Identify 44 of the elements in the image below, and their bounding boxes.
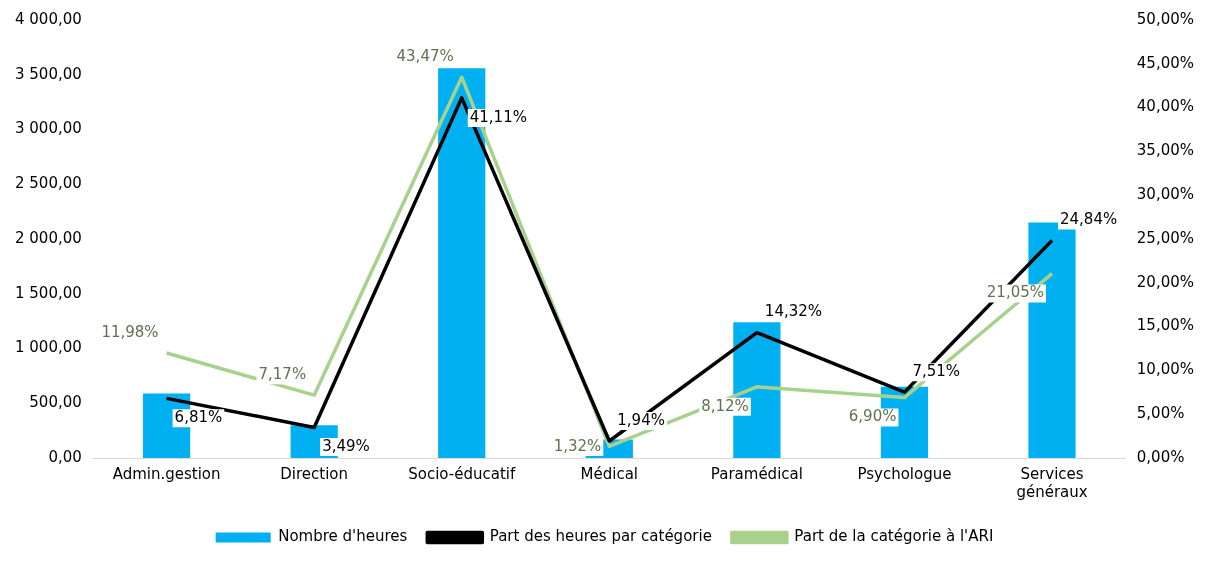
y-tick-label: 3 000,00	[15, 119, 82, 138]
data-label: 1,94%	[617, 410, 665, 429]
y2-tick-label: 0,00%	[1136, 447, 1185, 466]
data-label: 7,51%	[912, 362, 961, 381]
data-label: 43,47%	[396, 47, 454, 66]
data-label: 24,84%	[1060, 210, 1118, 229]
data-label: 21,05%	[986, 283, 1045, 302]
y-tick-label: 500,00	[29, 393, 82, 412]
y2-tick-label: 50,00%	[1136, 9, 1195, 28]
y-tick-label: 4 000,00	[15, 9, 82, 28]
y2-tick-label: 10,00%	[1136, 360, 1195, 379]
y-tick-label: 1 500,00	[15, 283, 82, 302]
x-tick-label: Paramédical	[710, 464, 803, 483]
data-label: 14,32%	[764, 302, 823, 321]
y2-tick-label: 5,00%	[1136, 404, 1185, 423]
y-tick-label: 2 500,00	[15, 174, 82, 193]
legend-label: Part des heures par catégorie	[489, 527, 712, 546]
legend-label: Nombre d'heures	[278, 527, 408, 546]
data-label: 11,98%	[101, 322, 159, 341]
x-tick-label: Psychologue	[857, 464, 952, 483]
data-label: 6,90%	[848, 407, 897, 426]
x-tick-label: Socio-éducatif	[408, 464, 516, 483]
y2-tick-label: 15,00%	[1136, 316, 1195, 335]
y-tick-label: 2 000,00	[15, 228, 82, 247]
data-label: 7,17%	[258, 365, 307, 384]
y2-tick-label: 20,00%	[1136, 272, 1195, 291]
y2-tick-label: 45,00%	[1136, 53, 1195, 72]
x-tick-label: Médical	[580, 464, 639, 483]
x-tick-label: Direction	[280, 464, 349, 483]
data-label: 3,49%	[322, 436, 370, 455]
y2-tick-label: 30,00%	[1136, 185, 1195, 204]
x-tick-label: Services généraux	[1016, 464, 1088, 501]
data-label: 6,81%	[174, 408, 223, 427]
y-tick-label: 1 000,00	[15, 338, 82, 357]
data-label: 1,32%	[553, 436, 602, 455]
y2-tick-label: 40,00%	[1136, 97, 1195, 116]
y-tick-label: 0,00	[48, 447, 82, 466]
data-label: 8,12%	[701, 396, 749, 415]
data-label: 41,11%	[469, 107, 527, 126]
y2-tick-label: 35,00%	[1136, 141, 1195, 160]
x-tick-label: Admin.gestion	[112, 464, 221, 483]
y-tick-label: 3 500,00	[15, 64, 82, 83]
y2-tick-label: 25,00%	[1136, 228, 1195, 247]
legend-label: Part de la catégorie à l'ARI	[794, 527, 994, 546]
